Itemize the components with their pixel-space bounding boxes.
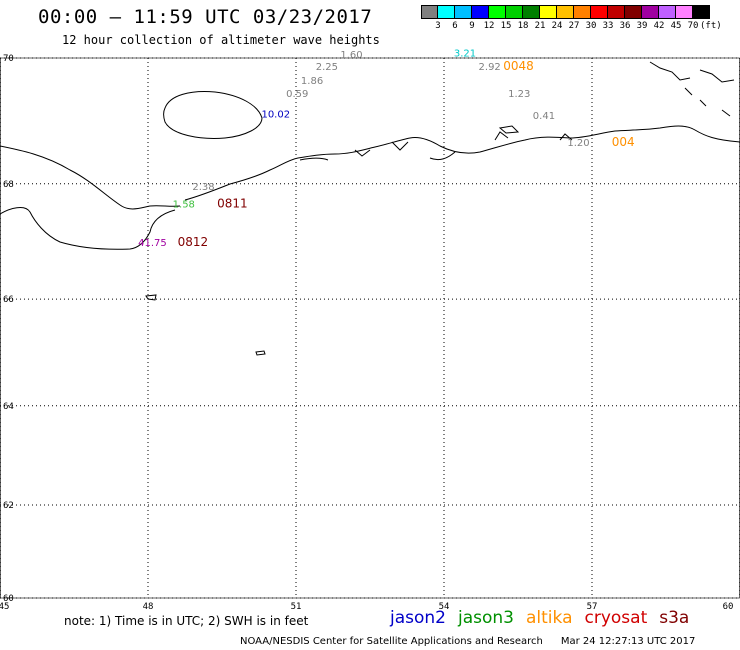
- scale-swatch: [455, 5, 472, 19]
- scale-swatch: [540, 5, 557, 19]
- lat-tick-label: 66: [3, 295, 14, 305]
- wave-height-value: 1.86: [301, 76, 323, 87]
- island-ne-3: [684, 87, 731, 117]
- scale-label: 12: [483, 21, 495, 31]
- scale-swatch: [438, 5, 455, 19]
- pass-time-label: 0812: [178, 235, 209, 249]
- lon-tick-label: 54: [439, 602, 450, 612]
- scale-swatch: [625, 5, 642, 19]
- scale-swatch: [472, 5, 489, 19]
- wave-height-value: 1.20: [567, 138, 589, 149]
- pass-time-label: 0048: [503, 59, 534, 73]
- color-scale: [421, 5, 710, 19]
- scale-swatch: [489, 5, 506, 19]
- lat-tick-label: 64: [3, 402, 14, 412]
- wave-height-value: 3.21: [454, 49, 476, 60]
- coastline: [0, 61, 740, 356]
- scale-label: 33: [602, 21, 614, 31]
- scale-label: 27: [568, 21, 580, 31]
- wave-height-value: 2.92: [479, 62, 501, 73]
- coastline-kola: [0, 145, 181, 250]
- time-labels: 0048 004 0811 0812: [178, 59, 635, 249]
- scale-swatch: [642, 5, 659, 19]
- pass-time-label: 0811: [217, 197, 248, 211]
- scale-label: 15: [500, 21, 512, 31]
- coastline-mainland: [184, 125, 740, 201]
- wave-height-value: 10.02: [261, 109, 290, 120]
- scale-swatch: [506, 5, 523, 19]
- lat-tick-label: 62: [3, 501, 14, 511]
- scale-swatch: [608, 5, 625, 19]
- island-small-2: [255, 350, 266, 356]
- scale-swatch: [421, 5, 438, 19]
- pass-time-label: 004: [612, 135, 635, 149]
- lat-tick-label: 68: [3, 180, 14, 190]
- lon-tick-label: 51: [291, 602, 302, 612]
- satellite-s3a: s3a: [659, 608, 690, 628]
- scale-label: 21: [534, 21, 546, 31]
- scale-label: 70: [687, 21, 699, 31]
- kolguev-island: [163, 91, 263, 139]
- scale-swatch: [659, 5, 676, 19]
- wave-height-value: 1.23: [508, 89, 530, 100]
- lon-tick-label: 45: [0, 602, 9, 612]
- scale-label: 42: [653, 21, 665, 31]
- island-ne-1: [649, 61, 691, 81]
- coastline-bays: [299, 131, 573, 161]
- scale-swatch: [693, 5, 710, 19]
- wave-height-value: 2.25: [316, 62, 338, 73]
- island-ne-2: [699, 69, 735, 83]
- scale-label: 9: [469, 21, 475, 31]
- satellite-legend: jason2 jason3 altika cryosat s3a: [390, 608, 701, 628]
- scale-label: 39: [636, 21, 648, 31]
- footer-credit: NOAA/NESDIS Center for Satellite Applica…: [240, 636, 695, 647]
- scale-swatch: [523, 5, 540, 19]
- lon-tick-label: 57: [587, 602, 598, 612]
- scale-swatch: [557, 5, 574, 19]
- wave-height-value: 0.59: [286, 89, 308, 100]
- satellite-jason3: jason3: [458, 608, 514, 628]
- lat-tick-label: 70: [3, 54, 14, 64]
- scale-label: 6: [452, 21, 458, 31]
- credit-text: NOAA/NESDIS Center for Satellite Applica…: [240, 636, 543, 647]
- page-title: 00:00 – 11:59 UTC 03/23/2017: [38, 6, 373, 28]
- footer-note: note: 1) Time is in UTC; 2) SWH is in fe…: [64, 614, 309, 628]
- wave-height-value: 1.60: [340, 50, 362, 61]
- lon-tick-label: 48: [143, 602, 154, 612]
- scale-swatch: [574, 5, 591, 19]
- observations: 1.602.25 1.86 0.59 10.02 3.212.92 1.230.41 1.2…: [138, 49, 589, 249]
- scale-label: 30: [585, 21, 597, 31]
- scale-swatch: [591, 5, 608, 19]
- island-small-3: [498, 125, 520, 134]
- wave-height-value: 2.38: [192, 182, 214, 193]
- scale-label: 45: [670, 21, 682, 31]
- wave-height-value: 41.75: [138, 238, 167, 249]
- scale-label: (ft): [700, 21, 722, 31]
- satellite-jason2: jason2: [390, 608, 446, 628]
- scale-label: 24: [551, 21, 563, 31]
- generated-timestamp: Mar 24 12:27:13 UTC 2017: [560, 636, 696, 647]
- page-subtitle: 12 hour collection of altimeter wave hei…: [62, 33, 380, 47]
- scale-swatch: [676, 5, 693, 19]
- satellite-cryosat: cryosat: [584, 608, 648, 628]
- scale-label: 36: [619, 21, 631, 31]
- satellite-altika: altika: [526, 608, 573, 628]
- scale-label: 18: [517, 21, 529, 31]
- scale-label: 3: [435, 21, 441, 31]
- wave-height-value: 0.41: [533, 111, 555, 122]
- lon-tick-label: 60: [723, 602, 734, 612]
- wave-height-value: 1.58: [173, 200, 195, 211]
- island-small-1: [145, 294, 157, 301]
- lat-tick-label: 60: [3, 594, 14, 604]
